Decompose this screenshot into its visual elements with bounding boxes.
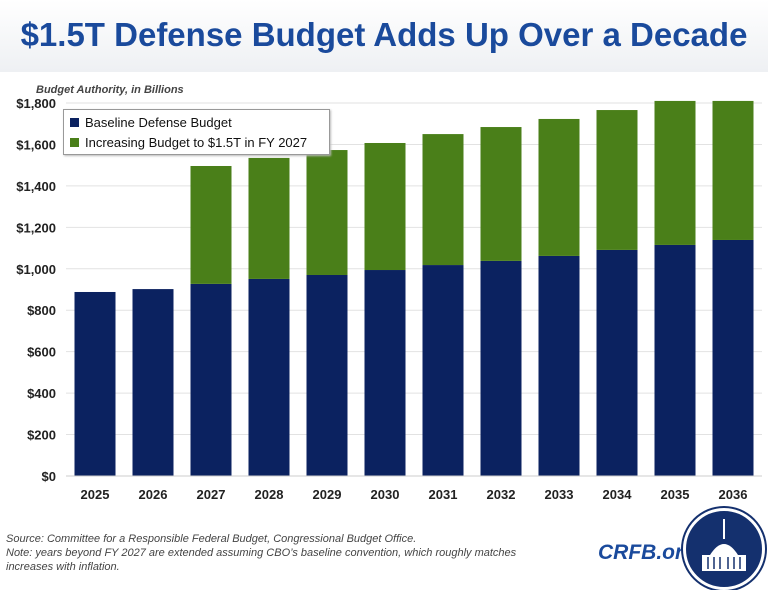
bar-increase-2029 (306, 150, 348, 275)
bar-increase-2032 (480, 127, 522, 261)
y-tick-label: $400 (27, 386, 56, 401)
bar-baseline-2034 (596, 249, 638, 476)
legend: Baseline Defense Budget Increasing Budge… (63, 109, 330, 155)
x-tick-label: 2025 (81, 487, 110, 502)
chart-title: $1.5T Defense Budget Adds Up Over a Deca… (20, 16, 748, 53)
legend-item-baseline: Baseline Defense Budget (70, 112, 323, 132)
y-tick-label: $0 (42, 469, 56, 484)
x-tick-label: 2034 (603, 487, 633, 502)
y-tick-label: $200 (27, 428, 56, 443)
y-axis-label: Budget Authority, in Billions (36, 84, 184, 96)
bar-baseline-2036 (712, 239, 754, 476)
bar-baseline-2029 (306, 274, 348, 476)
y-tick-label: $1,000 (16, 262, 56, 277)
bar-baseline-2025 (74, 291, 116, 476)
bar-baseline-2028 (248, 278, 290, 476)
y-tick-label: $1,200 (16, 220, 56, 235)
bar-increase-2033 (538, 118, 580, 256)
x-tick-label: 2029 (313, 487, 342, 502)
bar-baseline-2026 (132, 289, 174, 476)
x-tick-label: 2036 (719, 487, 748, 502)
capitol-dome-icon (702, 519, 746, 571)
x-tick-label: 2031 (429, 487, 458, 502)
title-band (0, 0, 768, 72)
footnotes: Source: Committee for a Responsible Fede… (6, 532, 566, 574)
x-tick-label: 2027 (197, 487, 226, 502)
bar-baseline-2030 (364, 270, 406, 476)
y-tick-label: $600 (27, 345, 56, 360)
y-tick-label: $1,400 (16, 179, 56, 194)
x-tick-label: 2035 (661, 487, 690, 502)
bar-increase-2027 (190, 165, 232, 284)
y-tick-label: $800 (27, 303, 56, 318)
x-tick-label: 2033 (545, 487, 574, 502)
x-tick-label: 2032 (487, 487, 516, 502)
legend-label-baseline: Baseline Defense Budget (85, 114, 232, 130)
bar-baseline-2035 (654, 244, 696, 476)
bar-baseline-2032 (480, 260, 522, 476)
legend-swatch-increase (70, 137, 79, 147)
x-tick-label: 2028 (255, 487, 284, 502)
capitol-seal-logo (683, 508, 765, 590)
bar-baseline-2031 (422, 265, 464, 476)
legend-label-increase: Increasing Budget to $1.5T in FY 2027 (85, 134, 308, 150)
y-tick-label: $1,600 (16, 137, 56, 152)
bar-increase-2031 (422, 134, 464, 266)
source-note: Source: Committee for a Responsible Fede… (6, 533, 417, 545)
x-tick-label: 2030 (371, 487, 400, 502)
bar-increase-2028 (248, 157, 290, 279)
x-tick-label: 2026 (139, 487, 168, 502)
note-text: Note: years beyond FY 2027 are extended … (6, 547, 517, 573)
legend-item-increase: Increasing Budget to $1.5T in FY 2027 (70, 132, 323, 152)
bar-increase-2035 (654, 100, 696, 245)
bar-increase-2034 (596, 110, 638, 250)
bar-baseline-2027 (190, 283, 232, 476)
brand-link[interactable]: CRFB.org (598, 541, 696, 564)
legend-swatch-baseline (70, 117, 79, 127)
bar-increase-2036 (712, 100, 754, 240)
bar-baseline-2033 (538, 255, 580, 476)
bar-increase-2030 (364, 142, 406, 271)
y-tick-label: $1,800 (16, 96, 56, 111)
